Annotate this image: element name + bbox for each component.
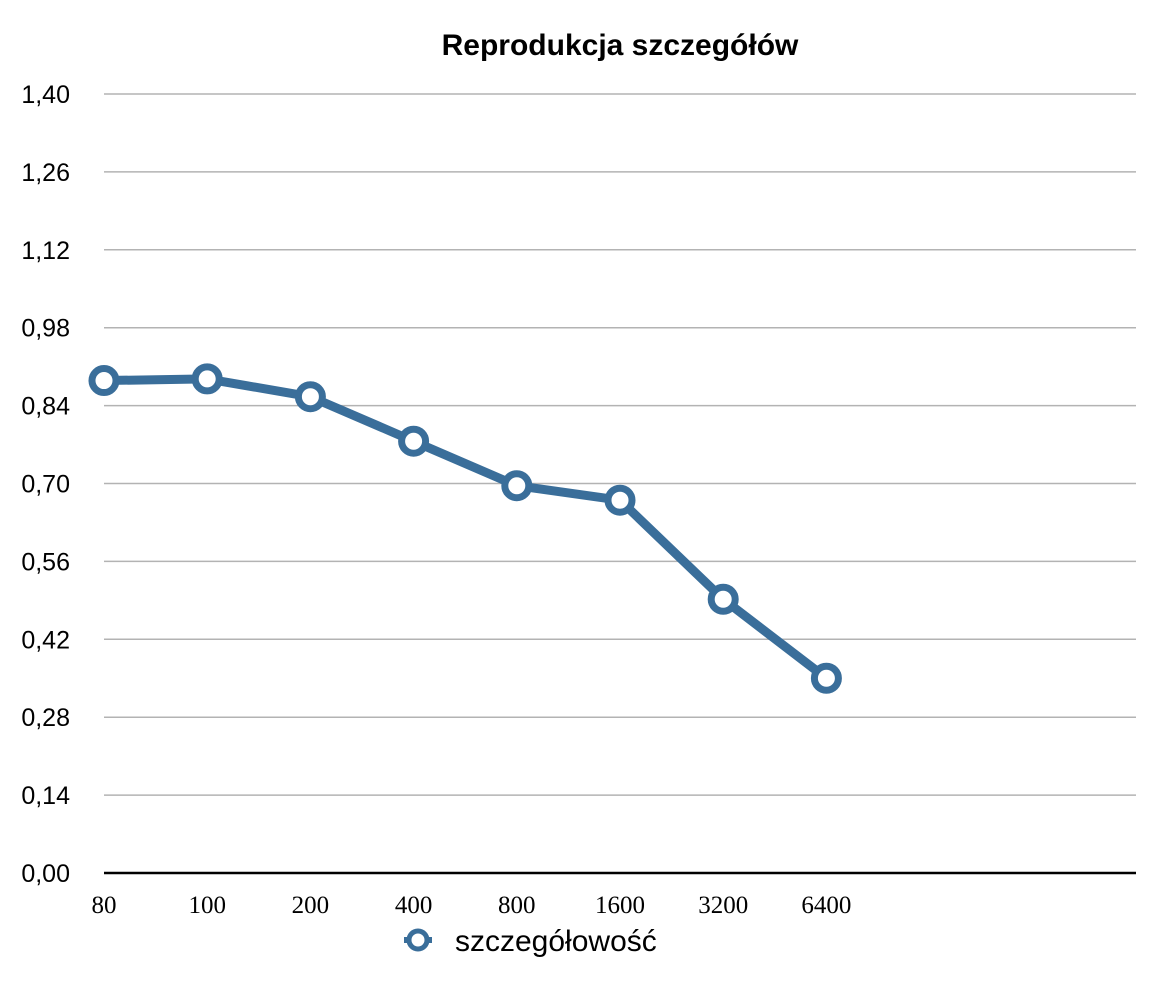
gridlines xyxy=(104,93,1136,875)
data-point xyxy=(501,470,533,502)
x-tick-label: 800 xyxy=(498,892,536,919)
series-line xyxy=(99,374,831,683)
legend-circle-icon xyxy=(406,928,430,952)
x-tick-label: 6400 xyxy=(801,892,851,919)
y-tick-label: 1,40 xyxy=(21,81,70,109)
data-point xyxy=(191,363,223,395)
y-tick-labels: 0,00 0,14 0,28 0,42 0,56 0,70 0,84 0,98 1,12 1,26… xyxy=(21,81,70,888)
x-tick-label: 80 xyxy=(92,892,117,919)
data-point xyxy=(604,484,636,516)
y-tick-label: 0,56 xyxy=(21,548,70,576)
legend: szczegółowość xyxy=(404,925,657,958)
data-point xyxy=(88,365,120,397)
x-tick-label: 400 xyxy=(395,892,433,919)
y-tick-label: 0,42 xyxy=(21,626,70,654)
y-tick-label: 0,84 xyxy=(21,393,70,421)
y-tick-label: 0,14 xyxy=(21,782,70,810)
x-tick-labels: 80 100 200 400 800 1600 3200 6400 xyxy=(92,892,852,919)
legend-marker-icon xyxy=(404,928,432,952)
x-tick-label: 100 xyxy=(188,892,226,919)
legend-label: szczegółowość xyxy=(455,925,657,958)
x-tick-label: 1600 xyxy=(595,892,645,919)
data-point xyxy=(294,381,326,413)
data-point xyxy=(398,425,430,457)
y-tick-label: 1,26 xyxy=(21,159,70,187)
series-layer xyxy=(88,363,842,694)
chart-title: Reprodukcja szczegółów xyxy=(442,29,799,62)
y-tick-label: 1,12 xyxy=(21,237,70,265)
x-tick-label: 3200 xyxy=(698,892,748,919)
data-point xyxy=(707,583,739,615)
y-tick-label: 0,00 xyxy=(21,860,70,888)
y-tick-label: 0,70 xyxy=(21,471,70,499)
data-point xyxy=(810,662,842,694)
y-tick-label: 0,28 xyxy=(21,704,70,732)
y-tick-label: 0,98 xyxy=(21,315,70,343)
x-tick-label: 200 xyxy=(292,892,330,919)
